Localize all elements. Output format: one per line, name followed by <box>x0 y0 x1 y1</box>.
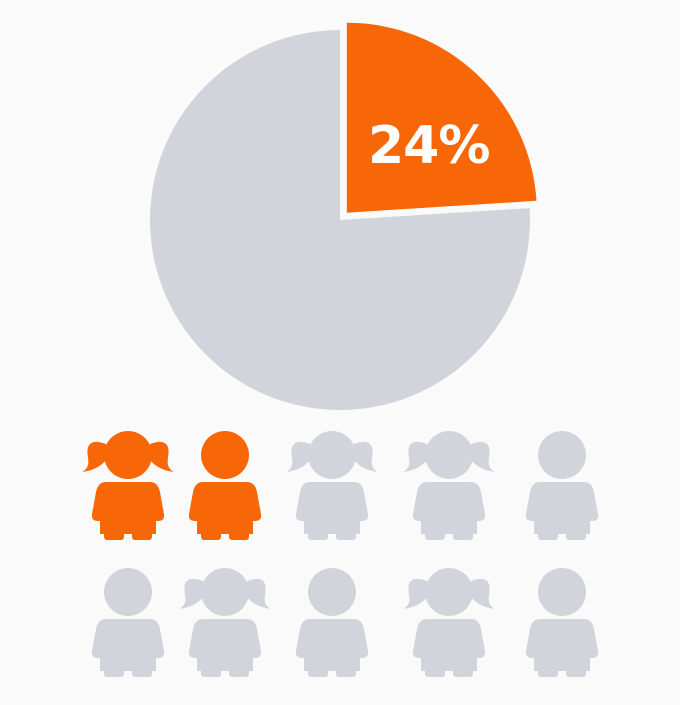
girl-icon <box>403 431 495 540</box>
girl-icon <box>286 431 378 540</box>
girl-icon <box>82 431 174 540</box>
boy-icon <box>525 431 599 540</box>
pie-slice-highlight <box>346 22 537 213</box>
pie-slice-rest <box>149 30 530 411</box>
boy-icon <box>91 568 165 677</box>
boy-icon <box>188 431 262 540</box>
girl-icon <box>179 568 271 677</box>
boy-icon <box>295 568 369 677</box>
pie-percent-label: 24% <box>368 116 490 176</box>
girl-icon <box>403 568 495 677</box>
boy-icon <box>525 568 599 677</box>
